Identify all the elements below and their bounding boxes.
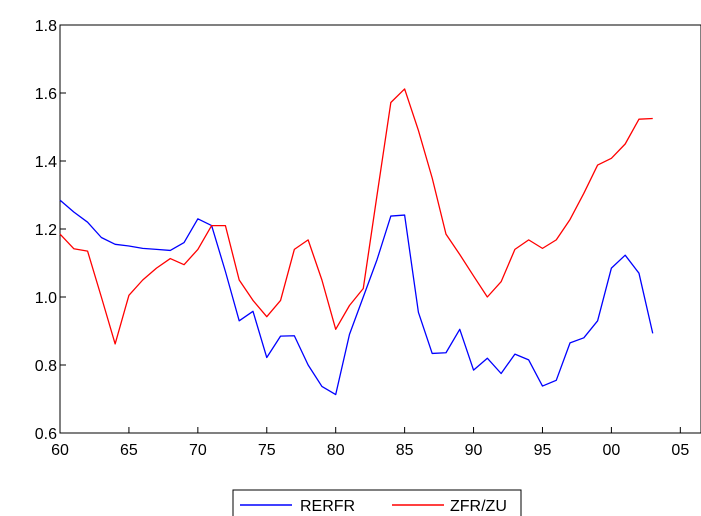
x-tick-label: 90 bbox=[465, 442, 483, 459]
y-tick-label: 0.8 bbox=[35, 358, 57, 375]
series-lines bbox=[59, 88, 654, 396]
x-tick-label: 65 bbox=[120, 442, 138, 459]
x-tick-label: 05 bbox=[671, 442, 689, 459]
series-line-rerfr bbox=[59, 199, 654, 396]
x-tick-label: 00 bbox=[602, 442, 620, 459]
x-tick-label: 80 bbox=[327, 442, 345, 459]
x-tick-label: 75 bbox=[258, 442, 276, 459]
legend-box bbox=[232, 489, 522, 516]
y-tick-label: 1.0 bbox=[35, 290, 57, 307]
legend: RERFR ZFR/ZU bbox=[232, 489, 522, 516]
x-tick-label: 95 bbox=[534, 442, 552, 459]
y-tick-label: 0.6 bbox=[35, 426, 57, 443]
x-axis: 60 65 70 75 80 85 90 95 00 05 bbox=[51, 427, 689, 459]
x-tick-label: 70 bbox=[189, 442, 207, 459]
y-tick-label: 1.4 bbox=[35, 154, 57, 171]
x-tick-label: 85 bbox=[396, 442, 414, 459]
legend-label-zfr-zu: ZFR/ZU bbox=[450, 498, 507, 515]
y-tick-label: 1.2 bbox=[35, 222, 57, 239]
y-tick-label: 1.8 bbox=[35, 18, 57, 35]
series-line-zfr-zu bbox=[59, 88, 653, 345]
legend-label-rerfr: RERFR bbox=[300, 498, 355, 515]
y-tick-label: 1.6 bbox=[35, 86, 57, 103]
x-tick-label: 60 bbox=[51, 442, 69, 459]
plot-frame bbox=[59, 24, 701, 434]
y-axis: 0.6 0.8 1.0 1.2 1.4 1.6 1.8 bbox=[35, 18, 66, 443]
